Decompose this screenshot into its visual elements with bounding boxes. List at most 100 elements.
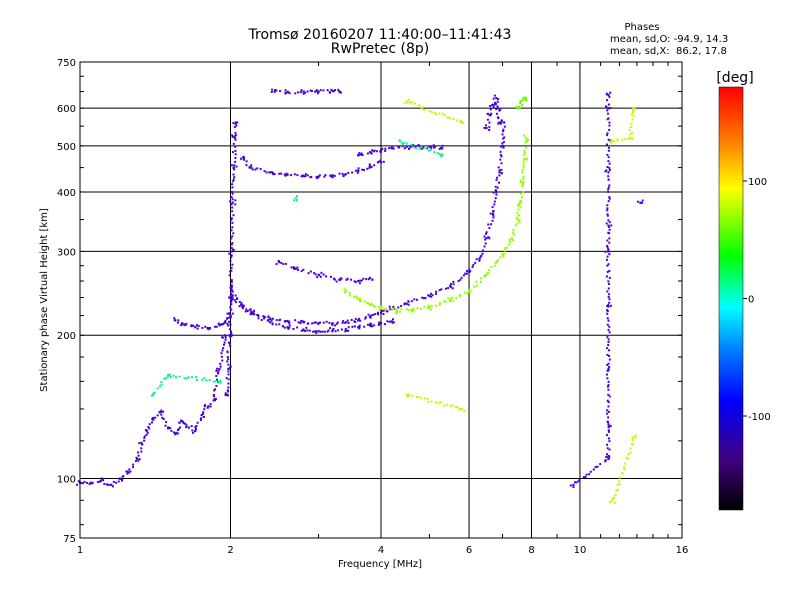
data-point — [277, 261, 281, 264]
data-point — [230, 308, 233, 311]
data-point — [227, 363, 230, 366]
data-point — [213, 395, 216, 398]
data-point — [340, 91, 343, 94]
data-point — [315, 89, 318, 92]
data-point — [608, 197, 611, 200]
colorbar-tick-label: 0 — [748, 295, 754, 306]
data-point — [98, 480, 101, 483]
data-point — [300, 320, 303, 323]
data-point — [86, 481, 89, 484]
data-point — [371, 149, 374, 152]
data-point — [229, 200, 232, 203]
data-point — [306, 174, 309, 177]
data-point — [331, 89, 334, 93]
data-point — [227, 341, 230, 344]
data-point — [357, 154, 360, 157]
data-point — [606, 153, 609, 156]
data-point — [599, 463, 602, 466]
data-point — [460, 407, 463, 411]
data-point — [410, 143, 413, 146]
data-point — [523, 151, 526, 154]
data-point — [412, 146, 415, 149]
data-point — [224, 319, 227, 322]
data-point — [388, 305, 391, 308]
data-point — [213, 388, 216, 391]
data-point — [199, 418, 202, 421]
data-point — [441, 153, 444, 156]
data-point — [495, 178, 498, 181]
data-point — [496, 186, 499, 189]
data-point — [315, 175, 318, 178]
data-point — [400, 141, 403, 144]
data-point — [317, 90, 320, 93]
data-point — [502, 128, 505, 131]
data-point — [221, 336, 224, 339]
data-point — [226, 350, 229, 353]
data-point — [125, 470, 128, 473]
data-point — [525, 138, 528, 141]
data-point — [607, 319, 610, 322]
data-point — [231, 294, 234, 297]
data-point — [88, 482, 91, 485]
data-point — [607, 416, 610, 419]
data-point — [487, 269, 490, 272]
data-point — [465, 269, 468, 272]
data-point — [604, 460, 607, 463]
data-point — [422, 297, 425, 300]
data-point — [229, 296, 232, 299]
data-point — [569, 484, 572, 487]
data-point — [178, 426, 181, 429]
data-point — [494, 197, 497, 200]
data-point — [606, 336, 609, 339]
data-point — [607, 107, 610, 110]
data-point — [372, 304, 375, 307]
data-point — [613, 140, 616, 143]
data-point — [344, 328, 347, 331]
colorbar — [718, 86, 744, 511]
data-point — [446, 403, 449, 406]
data-point — [607, 362, 610, 365]
data-point — [516, 222, 519, 225]
data-point — [608, 95, 611, 98]
data-point — [203, 408, 206, 411]
data-point — [230, 229, 233, 232]
data-point — [515, 106, 518, 109]
data-point — [525, 158, 528, 161]
data-point — [499, 154, 502, 157]
data-point — [273, 173, 276, 176]
data-point — [367, 302, 370, 305]
data-point — [201, 378, 204, 381]
data-point — [482, 249, 485, 252]
data-point — [290, 174, 293, 177]
data-point — [618, 476, 621, 479]
data-point — [173, 317, 176, 320]
data-point — [434, 401, 437, 404]
data-point — [607, 349, 610, 352]
data-point — [229, 306, 232, 309]
data-point — [194, 426, 197, 429]
data-point — [202, 411, 205, 414]
data-point — [232, 180, 235, 183]
data-point — [219, 365, 222, 368]
data-point — [195, 425, 198, 428]
data-point — [631, 436, 634, 439]
data-point — [229, 335, 232, 338]
data-point — [302, 90, 305, 93]
data-point — [518, 203, 521, 206]
data-point — [431, 294, 434, 297]
data-point — [331, 174, 334, 177]
data-point — [452, 117, 455, 120]
data-point — [370, 151, 373, 154]
data-point — [332, 327, 335, 330]
data-point — [520, 196, 523, 199]
data-point — [608, 162, 611, 165]
data-point — [631, 118, 634, 121]
data-point — [463, 410, 466, 413]
data-point — [427, 294, 430, 297]
data-point — [616, 138, 619, 141]
data-point — [438, 303, 441, 306]
data-point — [607, 338, 610, 341]
data-point — [359, 319, 362, 322]
data-point — [406, 101, 409, 104]
data-point — [359, 279, 362, 282]
